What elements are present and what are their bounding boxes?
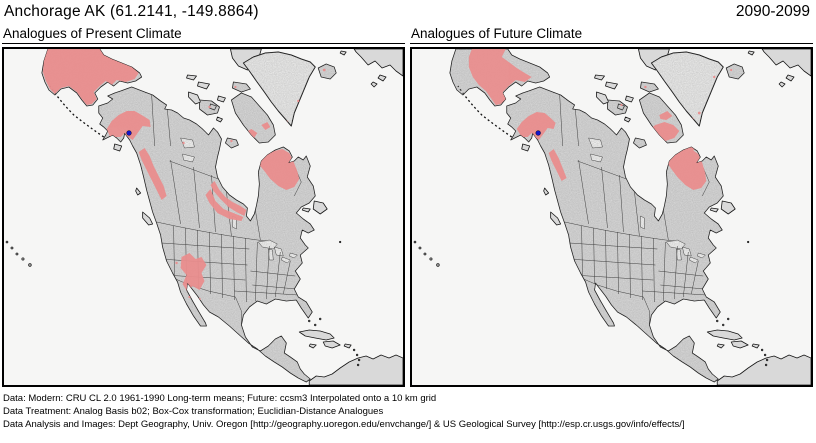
panel-title-present: Analogues of Present Climate [2,26,405,44]
panel-present: Analogues of Present Climate [2,26,405,387]
map-future-svg [412,49,811,385]
period-label: 2090-2099 [735,3,810,20]
panel-future: Analogues of Future Climate [410,26,813,387]
caption-data-sources: Data: Modern: CRU CL 2.0 1961-1990 Long-… [3,393,437,404]
anchorage-marker-present [126,130,132,136]
basemap-present [4,49,403,385]
captions: Data: Modern: CRU CL 2.0 1961-1990 Long-… [0,387,816,431]
location-title: Anchorage AK (61.2141, -149.8864) [4,3,259,20]
analog-regions-present [42,49,326,301]
map-future [410,47,813,387]
map-present-svg [4,49,403,385]
header: Anchorage AK (61.2141, -149.8864) 2090-2… [0,0,816,26]
map-present [2,47,405,387]
caption-data-treatment: Data Treatment: Analog Basis b02; Box-Co… [3,406,384,417]
panel-title-future: Analogues of Future Climate [410,26,813,44]
maps-row: Analogues of Present Climate [0,26,816,387]
basemap-future [412,49,811,385]
anchorage-marker-future [535,130,541,136]
caption-credits: Data Analysis and Images: Dept Geography… [3,419,685,430]
